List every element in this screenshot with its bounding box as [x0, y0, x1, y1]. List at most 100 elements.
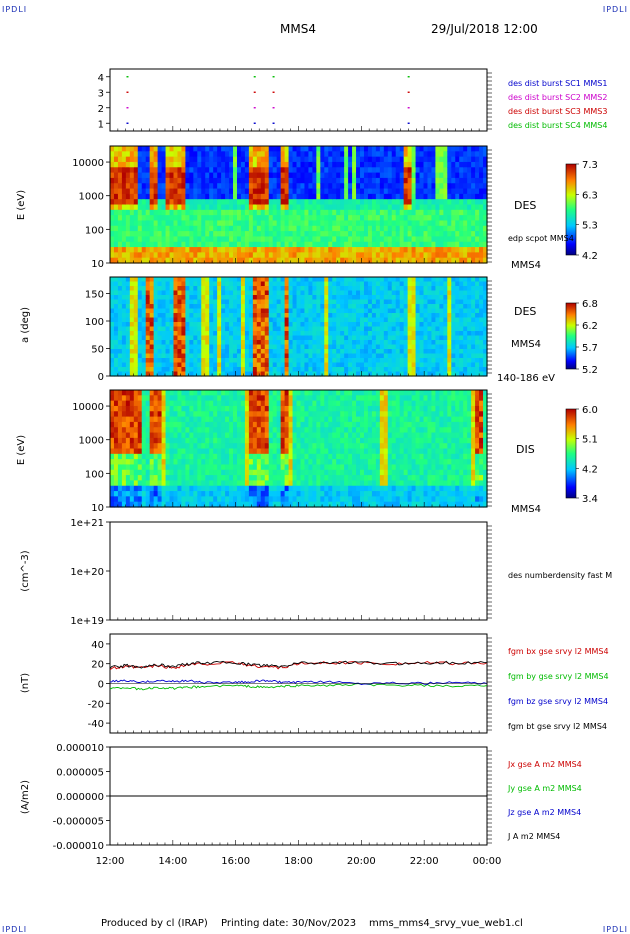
- des-energy-panel-cell: [332, 151, 337, 158]
- des-pitch-panel-cell: [193, 326, 198, 332]
- des-pitch-panel-cell: [288, 277, 294, 283]
- des-energy-panel-cell: [201, 183, 206, 190]
- des-energy-panel-cell: [248, 193, 254, 200]
- des-energy-panel-cell: [387, 257, 393, 264]
- des-pitch-panel-cell: [276, 281, 282, 287]
- des-energy-panel-cell: [161, 257, 167, 264]
- dis-energy-panel-cell: [149, 501, 155, 508]
- des-energy-panel-cell: [439, 225, 444, 232]
- des-energy-panel-cell: [344, 167, 349, 174]
- des-energy-panel-cell: [292, 146, 298, 152]
- des-energy-panel-cell: [236, 231, 242, 238]
- des-pitch-panel-cell: [328, 358, 333, 364]
- des-pitch-panel-cell: [407, 317, 413, 323]
- dis-energy-panel-cell: [149, 475, 155, 482]
- des-energy-panel-cell: [375, 161, 381, 168]
- des-pitch-panel-cell: [427, 367, 433, 373]
- des-pitch-panel-cell: [352, 277, 357, 283]
- des-energy-panel-cell: [328, 225, 333, 232]
- des-energy-panel-cell: [395, 156, 401, 163]
- dis-energy-panel-cell: [217, 501, 222, 508]
- dis-energy-panel-cell: [236, 448, 242, 455]
- des-pitch-panel-cell: [236, 317, 242, 323]
- des-energy-panel-cell: [316, 151, 321, 158]
- des-pitch-panel-cell: [145, 353, 151, 359]
- des-pitch-panel-cell: [161, 286, 167, 292]
- dis-energy-panel-cell: [141, 485, 147, 492]
- des-energy-panel-cell: [288, 247, 294, 253]
- des-energy-panel-cell: [181, 247, 186, 253]
- des-energy-panel-cell: [252, 199, 258, 206]
- des-pitch-panel-cell: [137, 317, 143, 323]
- des-energy-panel-cell: [332, 252, 337, 259]
- des-pitch-panel-cell: [383, 331, 389, 337]
- des-energy-panel-cell: [173, 241, 179, 248]
- des-pitch-panel-cell: [407, 286, 413, 292]
- des-pitch-panel-cell: [411, 344, 417, 350]
- dis-energy-panel-cell: [229, 480, 234, 487]
- dis-energy-panel-cell: [141, 469, 147, 476]
- dis-energy-panel-cell: [177, 400, 183, 407]
- des-pitch-panel-cell: [344, 317, 349, 323]
- des-energy-panel-cell: [284, 199, 290, 206]
- des-energy-panel-cell: [133, 225, 139, 232]
- des-energy-panel-cell: [236, 199, 242, 206]
- des-pitch-panel-cell: [435, 313, 440, 319]
- des-energy-panel-cell: [328, 247, 333, 253]
- des-energy-panel-cell: [399, 241, 405, 248]
- des-pitch-panel-cell: [181, 304, 186, 310]
- des-energy-panel-cell: [165, 220, 171, 227]
- des-energy-panel-cell: [316, 247, 321, 253]
- dis-energy-panel-cell: [113, 485, 119, 492]
- dis-energy-panel-cell: [181, 390, 186, 396]
- des-energy-panel-cell: [431, 146, 437, 152]
- des-energy-panel-cell: [375, 177, 381, 184]
- des-pitch-panel-cell: [177, 317, 183, 323]
- des-pitch-panel-cell: [399, 308, 405, 314]
- des-energy-panel-cell: [113, 252, 119, 259]
- des-energy-panel-cell: [217, 220, 222, 227]
- des-energy-panel-cell: [141, 172, 147, 179]
- des-energy-panel-cell: [110, 241, 115, 248]
- des-energy-panel-cell: [252, 188, 258, 195]
- dis-energy-panel-cell: [157, 427, 163, 434]
- des-pitch-panel-cell: [260, 290, 266, 296]
- dis-energy-panel-cell: [209, 395, 214, 402]
- des-energy-panel-cell: [459, 257, 464, 264]
- dis-energy-panel-cell: [252, 464, 258, 471]
- des-energy-panel-cell: [240, 183, 246, 190]
- des-pitch-panel-cell: [213, 281, 218, 287]
- des-energy-panel-cell: [113, 199, 119, 206]
- des-energy-panel-cell: [110, 188, 115, 195]
- dis-energy-panel-cell: [153, 459, 159, 466]
- des-pitch-panel-cell: [117, 313, 123, 319]
- des-energy-panel-cell: [475, 231, 480, 238]
- dis-energy-panel-cell: [137, 390, 143, 396]
- dis-energy-panel-cell: [129, 427, 135, 434]
- des-energy-panel-cell: [284, 151, 290, 158]
- dis-energy-panel-cell: [177, 427, 183, 434]
- des-pitch-panel-cell: [213, 331, 218, 337]
- des-pitch-panel-cell: [133, 295, 139, 301]
- des-energy-panel-cell: [360, 241, 365, 248]
- des-energy-panel-cell: [240, 252, 246, 259]
- des-pitch-panel-cell: [161, 358, 167, 364]
- des-energy-panel-cell: [284, 236, 290, 243]
- dis-energy-panel-cell: [221, 395, 226, 402]
- des-energy-panel-cell: [221, 231, 226, 238]
- des-energy-panel-cell: [201, 257, 206, 264]
- des-pitch-panel-cell: [411, 358, 417, 364]
- des-energy-panel-cell: [348, 193, 353, 200]
- des-energy-panel-cell: [149, 236, 155, 243]
- des-pitch-panel-cell: [475, 367, 480, 373]
- dis-energy-panel-cell: [110, 501, 115, 508]
- des-energy-panel-cell: [165, 177, 171, 184]
- dis-energy-panel-cell: [209, 469, 214, 476]
- des-pitch-panel-cell: [320, 367, 325, 373]
- dis-energy-panel-cell: [169, 501, 175, 508]
- des-energy-panel-cell: [383, 167, 389, 174]
- des-pitch-panel-cell: [387, 290, 393, 296]
- des-energy-panel-cell: [344, 215, 349, 222]
- des-energy-panel-cell: [304, 247, 310, 253]
- des-energy-panel-cell: [288, 220, 294, 227]
